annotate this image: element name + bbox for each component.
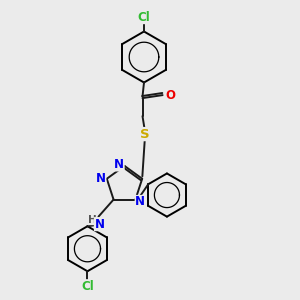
Text: Cl: Cl [81, 280, 94, 293]
Text: N: N [94, 218, 104, 231]
Text: N: N [96, 172, 106, 185]
Text: N: N [135, 195, 145, 208]
Text: S: S [140, 128, 150, 141]
Text: Cl: Cl [138, 11, 150, 24]
Text: H: H [88, 214, 97, 225]
Text: O: O [165, 88, 175, 102]
Text: N: N [114, 158, 124, 171]
